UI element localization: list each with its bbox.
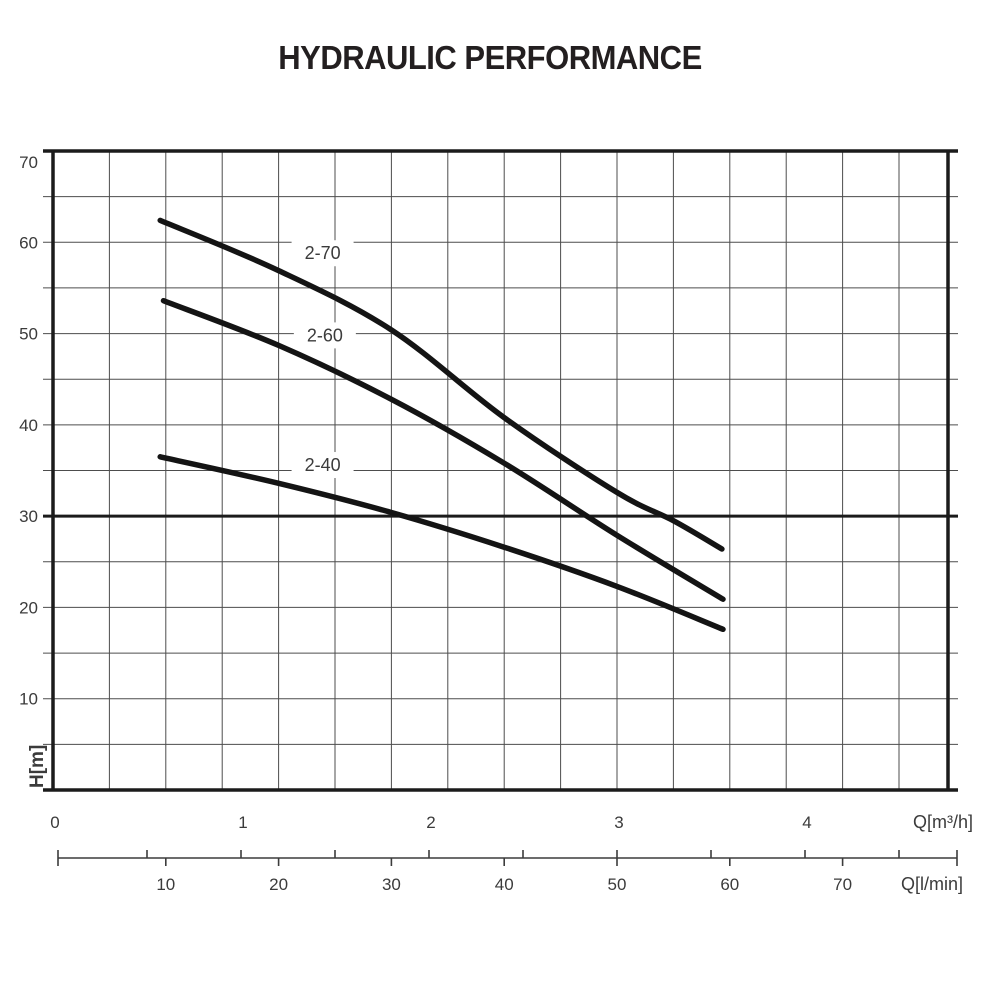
x2-tick-label-30: 30 xyxy=(382,875,401,894)
x1-tick-label-4: 4 xyxy=(802,813,811,832)
y-tick-label-70: 70 xyxy=(19,153,38,172)
x2-tick-label-60: 60 xyxy=(720,875,739,894)
curve-label-bg-2-70 xyxy=(291,240,354,267)
x2-tick-label-40: 40 xyxy=(495,875,514,894)
curve-label-bg-2-60 xyxy=(293,322,356,349)
curve-2-70 xyxy=(157,217,725,552)
y-tick-label-50: 50 xyxy=(19,325,38,344)
x2-tick-label-10: 10 xyxy=(156,875,175,894)
y-tick-label-20: 20 xyxy=(19,598,38,617)
x2-tick-label-20: 20 xyxy=(269,875,288,894)
x1-tick-label-1: 1 xyxy=(238,813,247,832)
y-tick-label-60: 60 xyxy=(19,233,38,252)
y-axis-label: H[m] xyxy=(27,745,48,788)
curve-label-2-60: 2-60 xyxy=(307,325,343,345)
x2-tick-label-70: 70 xyxy=(833,875,852,894)
y-tick-label-40: 40 xyxy=(19,416,38,435)
chart-title: HYDRAULIC PERFORMANCE xyxy=(278,38,702,77)
x1-tick-label-3: 3 xyxy=(614,813,623,832)
y-tick-label-30: 30 xyxy=(19,507,38,526)
curve-2-60 xyxy=(160,297,726,602)
curve-label-2-40: 2-40 xyxy=(305,455,341,475)
x1-tick-label-2: 2 xyxy=(426,813,435,832)
curve-label-2-70: 2-70 xyxy=(305,243,341,263)
x1-tick-label-0: 0 xyxy=(50,813,59,832)
x1-axis-label: Q[m³/h] xyxy=(913,812,973,832)
x2-axis-label: Q[l/min] xyxy=(901,874,963,894)
y-tick-label-10: 10 xyxy=(19,690,38,709)
x2-tick-label-50: 50 xyxy=(608,875,627,894)
curve-label-bg-2-40 xyxy=(291,452,354,479)
curve-2-40 xyxy=(157,454,726,633)
